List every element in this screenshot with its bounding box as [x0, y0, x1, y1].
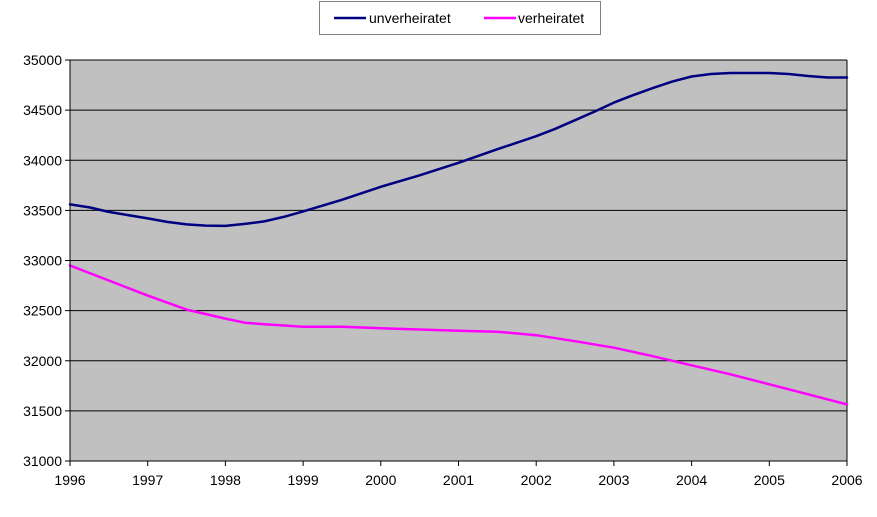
y-tick-label: 31500: [23, 403, 62, 419]
legend: unverheiratet verheiratet: [319, 1, 601, 35]
x-tick-label: 2004: [676, 472, 707, 488]
legend-box: [319, 1, 601, 35]
x-tick-label: 1999: [288, 472, 319, 488]
gridlines: [70, 59, 848, 461]
x-tick-label: 1996: [54, 472, 85, 488]
x-tick-label: 1998: [210, 472, 241, 488]
legend-label-verheiratet: verheiratet: [518, 10, 584, 26]
series-layer: [68, 71, 849, 406]
y-tick-label: 34000: [23, 152, 62, 168]
legend-label-unverheiratet: unverheiratet: [369, 10, 451, 26]
y-tick-label: 31000: [23, 453, 62, 469]
y-tick-label: 35000: [23, 52, 62, 68]
y-axis-ticks: 31000 31500 32000 32500 33000 33500 34000 34500…: [23, 52, 70, 469]
y-tick-label: 32500: [23, 303, 62, 319]
x-tick-label: 1997: [132, 472, 163, 488]
x-tick-label: 2006: [831, 472, 862, 488]
y-tick-label: 32000: [23, 353, 62, 369]
x-tick-label: 2003: [598, 472, 629, 488]
series-line-verheiratet: [68, 264, 849, 406]
x-tick-label: 2000: [365, 472, 396, 488]
y-tick-label: 33500: [23, 202, 62, 218]
x-tick-label: 2005: [754, 472, 785, 488]
y-tick-label: 33000: [23, 253, 62, 269]
series-line-unverheiratet: [68, 71, 849, 228]
x-axis-ticks: 1996 1997 1998 1999 2000 2001 2002 2003 2004 2005…: [54, 461, 863, 488]
y-tick-label: 34500: [23, 102, 62, 118]
x-tick-label: 2001: [443, 472, 474, 488]
x-tick-label: 2002: [521, 472, 552, 488]
